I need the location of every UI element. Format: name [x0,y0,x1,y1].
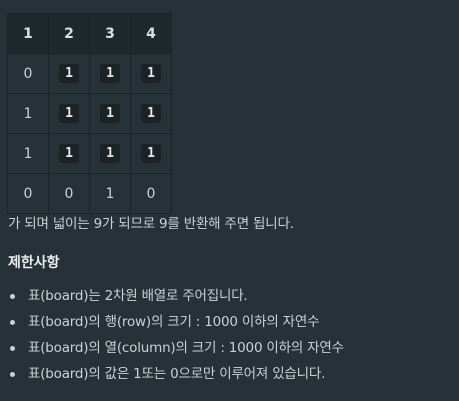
code-value: 1 [100,104,120,123]
code-value: 1 [141,144,161,163]
explanation-text: 가 되며 넓이는 9가 되므로 9를 반환해 주면 됩니다. [8,216,294,232]
table-cell: 1 [130,93,172,134]
code-value: 1 [59,104,79,123]
code-value: 1 [100,64,120,83]
table-row: 1 1 1 1 [7,93,172,134]
table-cell: 1 [130,53,172,94]
constraints-list: 표(board)는 2차원 배열로 주어집니다. 표(board)의 행(row… [8,285,344,389]
table-cell: 1 [7,93,49,134]
header-cell: 2 [48,13,90,54]
table-row: 1 1 1 1 [7,133,172,174]
constraints-heading: 제한사항 [8,255,60,271]
table-cell: 1 [48,53,90,94]
table-cell: 0 [130,173,172,214]
list-item: 표(board)의 행(row)의 크기 : 1000 이하의 자연수 [8,311,344,337]
table-cell: 1 [48,93,90,134]
table-header-row: 1 2 3 4 [7,13,172,54]
table-cell: 1 [89,173,131,214]
list-item: 표(board)는 2차원 배열로 주어집니다. [8,285,344,311]
table-cell: 1 [130,133,172,174]
code-value: 1 [141,104,161,123]
list-item: 표(board)의 열(column)의 크기 : 1000 이하의 자연수 [8,337,344,363]
code-value: 1 [141,64,161,83]
header-cell: 1 [7,13,49,54]
table-cell: 1 [89,93,131,134]
board-table: 1 2 3 4 0 1 1 1 1 1 1 1 1 1 1 1 0 0 1 0 [7,13,172,214]
list-item: 표(board)의 값은 1또는 0으로만 이루어져 있습니다. [8,363,344,389]
table-cell: 0 [7,53,49,94]
table-row: 0 1 1 1 [7,53,172,94]
code-value: 1 [59,64,79,83]
header-cell: 4 [130,13,172,54]
table-row: 0 0 1 0 [7,173,172,214]
table-cell: 1 [7,133,49,174]
table-cell: 1 [89,53,131,94]
table-cell: 0 [48,173,90,214]
table-cell: 0 [7,173,49,214]
code-value: 1 [100,144,120,163]
table-cell: 1 [48,133,90,174]
table-cell: 1 [89,133,131,174]
code-value: 1 [59,144,79,163]
header-cell: 3 [89,13,131,54]
